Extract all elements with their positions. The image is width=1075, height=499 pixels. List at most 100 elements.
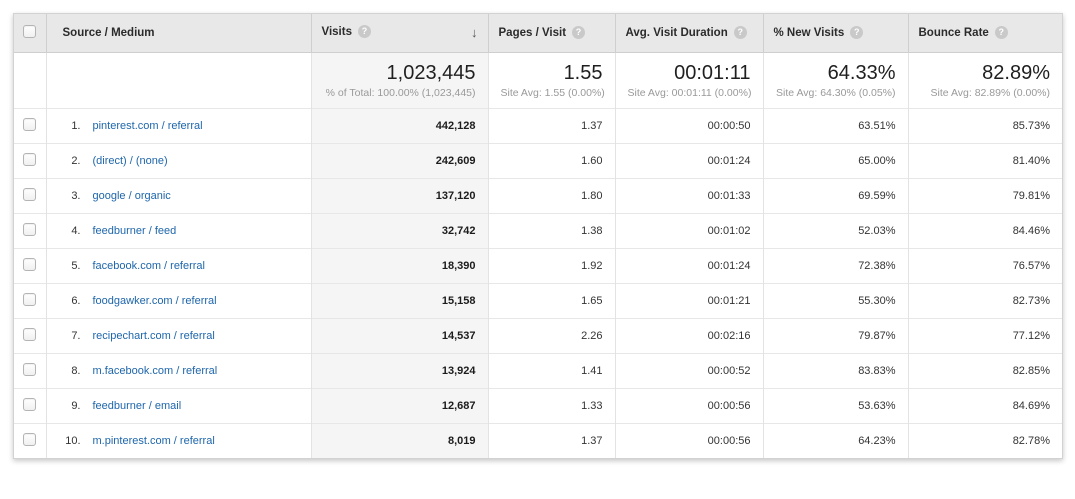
summary-value: 1.55 (563, 62, 603, 84)
bounce-rate-cell: 84.69% (907, 387, 1062, 423)
summary-value: 64.33% (827, 62, 896, 84)
header-row: Source / Medium Visits? ↓ Pages / Visit?… (14, 14, 1062, 53)
summary-note: Site Avg: 82.89% (0.00%) (930, 87, 1050, 99)
column-label: Pages / Visit (498, 27, 567, 40)
row-checkbox[interactable] (23, 152, 37, 166)
row-rank: 2. (71, 154, 81, 167)
source-medium-link[interactable]: m.pinterest.com / referral (92, 434, 215, 447)
summary-avg-visit-duration: 00:01:11 Site Avg: 00:01:11 (0.00%) (614, 52, 763, 108)
pages-visit-cell: 1.65 (487, 282, 615, 318)
help-icon[interactable]: ? (572, 26, 586, 40)
summary-bounce-rate: 82.89% Site Avg: 82.89% (0.00%) (907, 52, 1062, 108)
row-checkbox-cell (14, 422, 46, 458)
source-medium-cell: 5. facebook.com / referral (45, 247, 311, 283)
column-header-new-visits[interactable]: % New Visits? (762, 14, 908, 53)
summary-note: Site Avg: 00:01:11 (0.00%) (627, 87, 752, 99)
avg-visit-duration-cell: 00:00:56 (614, 422, 763, 458)
row-checkbox[interactable] (23, 187, 37, 201)
row-checkbox[interactable] (23, 117, 37, 131)
column-header-pages-visit[interactable]: Pages / Visit? (487, 14, 615, 53)
row-rank: 5. (71, 259, 81, 272)
help-icon[interactable]: ? (994, 26, 1008, 40)
row-checkbox-cell (14, 177, 46, 213)
source-medium-link[interactable]: m.facebook.com / referral (92, 364, 218, 377)
summary-value: 82.89% (982, 62, 1050, 84)
table-row: 4. feedburner / feed 32,742 1.38 00:01:02 52.… (14, 212, 1062, 248)
summary-note: % of Total: 100.00% (1,023,445) (325, 87, 476, 99)
bounce-rate-cell: 79.81% (907, 177, 1062, 213)
help-icon[interactable]: ? (850, 26, 864, 40)
avg-visit-duration-cell: 00:01:21 (614, 282, 763, 318)
row-checkbox[interactable] (23, 362, 37, 376)
pages-visit-cell: 1.38 (487, 212, 615, 248)
source-medium-link[interactable]: foodgawker.com / referral (92, 294, 217, 307)
bounce-rate-cell: 77.12% (907, 317, 1062, 353)
bounce-rate-cell: 85.73% (907, 107, 1062, 143)
table-row: 5. facebook.com / referral 18,390 1.92 00:01… (14, 247, 1062, 283)
source-medium-cell: 4. feedburner / feed (45, 212, 311, 248)
avg-visit-duration-cell: 00:01:24 (614, 247, 763, 283)
bounce-rate-cell: 82.85% (907, 352, 1062, 388)
source-medium-link[interactable]: feedburner / email (92, 399, 182, 412)
row-checkbox-cell (14, 387, 46, 423)
new-visits-cell: 52.03% (762, 212, 908, 248)
row-checkbox-cell (14, 352, 46, 388)
help-icon[interactable]: ? (357, 25, 371, 39)
column-header-visits[interactable]: Visits? ↓ (310, 14, 488, 53)
source-medium-link[interactable]: feedburner / feed (92, 224, 177, 237)
row-checkbox[interactable] (23, 222, 37, 236)
visits-cell: 32,742 (310, 212, 488, 248)
summary-new-visits: 64.33% Site Avg: 64.30% (0.05%) (762, 52, 908, 108)
table-row: 7. recipechart.com / referral 14,537 2.26 00… (14, 317, 1062, 353)
bounce-rate-cell: 84.46% (907, 212, 1062, 248)
avg-visit-duration-cell: 00:00:52 (614, 352, 763, 388)
select-all-checkbox[interactable] (23, 24, 37, 38)
summary-pages-visit: 1.55 Site Avg: 1.55 (0.00%) (487, 52, 615, 108)
column-label: Bounce Rate (918, 27, 989, 40)
row-checkbox-cell (14, 247, 46, 283)
help-icon[interactable]: ? (733, 26, 747, 40)
row-rank: 4. (71, 224, 81, 237)
source-medium-cell: 6. foodgawker.com / referral (45, 282, 311, 318)
summary-row: 1,023,445 % of Total: 100.00% (1,023,445… (14, 52, 1062, 108)
bounce-rate-cell: 82.78% (907, 422, 1062, 458)
column-header-bounce-rate[interactable]: Bounce Rate? (907, 14, 1062, 53)
column-label: % New Visits (773, 27, 845, 40)
summary-note: Site Avg: 1.55 (0.00%) (500, 87, 605, 99)
new-visits-cell: 63.51% (762, 107, 908, 143)
summary-value: 00:01:11 (674, 62, 751, 84)
select-all-header (14, 14, 46, 53)
source-medium-cell: 1. pinterest.com / referral (45, 107, 311, 143)
summary-checkbox-cell (14, 52, 46, 108)
row-checkbox[interactable] (23, 257, 37, 271)
column-label: Visits (321, 26, 352, 39)
avg-visit-duration-cell: 00:01:33 (614, 177, 763, 213)
pages-visit-cell: 1.92 (487, 247, 615, 283)
visits-cell: 14,537 (310, 317, 488, 353)
source-medium-link[interactable]: recipechart.com / referral (92, 329, 215, 342)
source-medium-table: Source / Medium Visits? ↓ Pages / Visit?… (14, 14, 1062, 458)
bounce-rate-cell: 76.57% (907, 247, 1062, 283)
new-visits-cell: 55.30% (762, 282, 908, 318)
source-medium-link[interactable]: facebook.com / referral (92, 259, 206, 272)
pages-visit-cell: 2.26 (487, 317, 615, 353)
row-rank: 6. (71, 294, 81, 307)
row-checkbox[interactable] (23, 292, 37, 306)
bounce-rate-cell: 81.40% (907, 142, 1062, 178)
row-checkbox[interactable] (23, 327, 37, 341)
row-checkbox[interactable] (23, 432, 37, 446)
avg-visit-duration-cell: 00:00:56 (614, 387, 763, 423)
pages-visit-cell: 1.41 (487, 352, 615, 388)
row-checkbox[interactable] (23, 397, 37, 411)
source-medium-cell: 3. google / organic (45, 177, 311, 213)
column-header-source-medium[interactable]: Source / Medium (45, 14, 311, 53)
source-medium-link[interactable]: pinterest.com / referral (92, 119, 203, 132)
source-medium-link[interactable]: google / organic (92, 189, 171, 202)
new-visits-cell: 79.87% (762, 317, 908, 353)
column-header-avg-visit-duration[interactable]: Avg. Visit Duration? (614, 14, 763, 53)
row-rank: 1. (71, 119, 81, 132)
table-row: 3. google / organic 137,120 1.80 00:01:33 69.… (14, 177, 1062, 213)
sort-desc-icon[interactable]: ↓ (471, 25, 478, 41)
source-medium-link[interactable]: (direct) / (none) (92, 154, 168, 167)
row-rank: 7. (71, 329, 81, 342)
